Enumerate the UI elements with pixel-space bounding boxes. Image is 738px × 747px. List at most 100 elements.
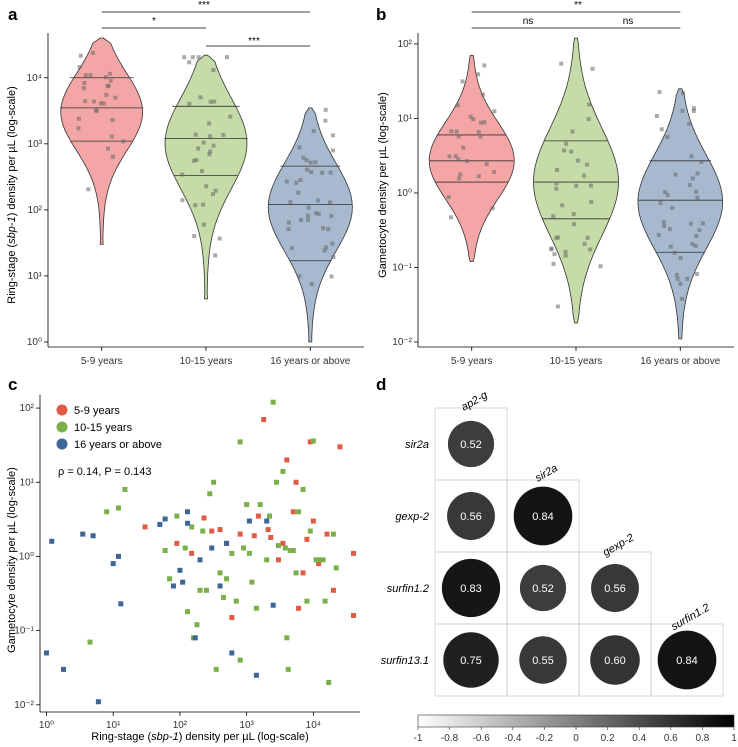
x-tick-label: 10⁴ [306, 720, 321, 731]
scatter-point [157, 521, 163, 527]
jitter-point [555, 167, 560, 172]
scatter-point [80, 531, 86, 537]
jitter-point [109, 134, 114, 139]
jitter-point [76, 126, 81, 131]
violin-body [164, 54, 248, 300]
jitter-point [554, 186, 559, 191]
jitter-point [107, 71, 112, 76]
y-tick-label: 10⁴ [27, 73, 42, 84]
jitter-point [306, 205, 311, 210]
scatter-point [310, 438, 316, 444]
jitter-point [554, 235, 559, 240]
jitter-point [668, 244, 673, 249]
jitter-point [104, 92, 109, 97]
scatter-point [237, 531, 243, 537]
scatter-point [192, 635, 198, 641]
jitter-point [322, 248, 327, 253]
jitter-point [201, 222, 206, 227]
scatter-point [307, 528, 313, 534]
jitter-point [576, 158, 581, 163]
scatter-point [180, 579, 186, 585]
jitter-point [108, 78, 113, 83]
scatter-point [300, 486, 306, 492]
jitter-point [211, 67, 216, 72]
jitter-point [560, 203, 565, 208]
scatter-point [322, 598, 328, 604]
jitter-point [589, 200, 594, 205]
jitter-point [563, 253, 568, 258]
scatter-point [185, 520, 191, 526]
jitter-point [661, 220, 666, 225]
jitter-point [204, 184, 209, 189]
jitter-point [297, 145, 302, 150]
jitter-point [211, 192, 216, 197]
panel-a-ylabel: Ring-stage (sbp-1) density per µL (log-s… [6, 86, 18, 304]
colorbar-tick-label: -0.2 [536, 733, 554, 744]
jitter-point [201, 202, 206, 207]
jitter-point [476, 130, 481, 135]
jitter-point [83, 99, 88, 104]
scatter-point [316, 557, 322, 563]
correlation-value: 0.60 [604, 655, 625, 667]
jitter-point [301, 155, 306, 160]
jitter-point [330, 148, 335, 153]
y-tick-label: 10⁰ [27, 337, 42, 348]
y-tick-label: 10⁻² [14, 700, 34, 711]
scatter-point [287, 548, 293, 554]
scatter-point [330, 531, 336, 537]
jitter-point [678, 256, 683, 261]
jitter-point [476, 72, 481, 77]
jitter-point [187, 60, 192, 65]
jitter-point [587, 102, 592, 107]
scatter-point [189, 524, 195, 530]
scatter-point [351, 612, 357, 618]
jitter-point [563, 249, 568, 254]
jitter-point [479, 120, 484, 125]
jitter-point [192, 234, 197, 239]
scatter-point [249, 579, 255, 585]
panel-label-c: c [8, 375, 17, 394]
jitter-point [447, 154, 452, 159]
jitter-point [693, 243, 698, 248]
scatter-point [264, 518, 270, 524]
jitter-point [456, 157, 461, 162]
scatter-point [182, 545, 188, 551]
jitter-point [471, 117, 476, 122]
row-label: surfin1.2 [387, 583, 429, 595]
correlation-circle [447, 492, 495, 540]
scatter-point [316, 561, 322, 567]
scatter-point [351, 550, 357, 556]
correlation-value: 0.84 [676, 655, 697, 667]
panel-c-annotation: ρ = 0.14, P = 0.143 [58, 466, 152, 478]
scatter-point [275, 557, 281, 563]
jitter-point [324, 245, 329, 250]
scatter-point [304, 536, 310, 542]
correlation-value: 0.56 [460, 511, 481, 523]
jitter-point [328, 170, 333, 175]
scatter-point [266, 513, 272, 519]
y-tick-label: 10⁰ [397, 188, 412, 199]
jitter-point [688, 221, 693, 226]
jitter-point [695, 171, 700, 176]
x-tick-label: 10-15 years [180, 356, 233, 367]
jitter-point [299, 218, 304, 223]
jitter-point [694, 234, 699, 239]
heatmap-cell [650, 623, 724, 697]
scatter-point [201, 515, 207, 521]
jitter-point [196, 55, 201, 60]
colorbar-tick-label: -0.6 [473, 733, 491, 744]
column-label: sir2a [533, 462, 560, 484]
jitter-point [588, 183, 593, 188]
jitter-point [482, 63, 487, 68]
y-tick-label: 10⁻² [392, 337, 412, 348]
scatter-point [280, 540, 286, 546]
column-label: surfin1.2 [669, 602, 712, 633]
scatter-point [285, 666, 291, 672]
scatter-point [290, 548, 296, 554]
jitter-point [196, 146, 201, 151]
scatter-point [167, 576, 173, 582]
jitter-point [91, 99, 96, 104]
jitter-point [83, 73, 88, 78]
jitter-point [481, 92, 486, 97]
